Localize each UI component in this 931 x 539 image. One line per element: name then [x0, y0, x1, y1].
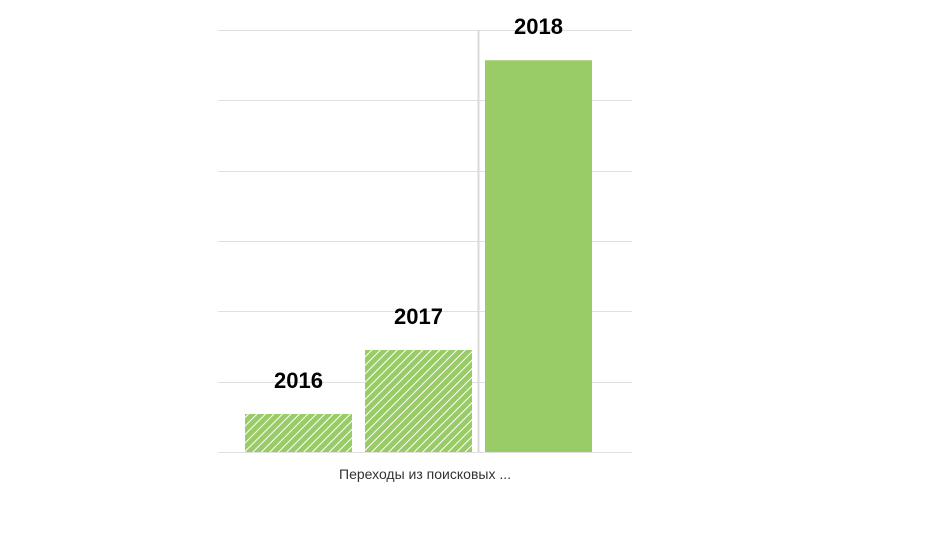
x-category-label: Переходы из поисковых ... [339, 466, 511, 482]
bar-2016 [245, 414, 352, 452]
data-label-2017: 2017 [394, 304, 443, 329]
gridlines [218, 30, 632, 453]
data-labels: 2016 2017 2018 [274, 14, 563, 393]
bars [245, 60, 592, 452]
data-label-2018: 2018 [514, 14, 563, 39]
bar-2017 [365, 350, 472, 452]
bar-2018 [485, 60, 592, 452]
data-label-2016: 2016 [274, 368, 323, 393]
